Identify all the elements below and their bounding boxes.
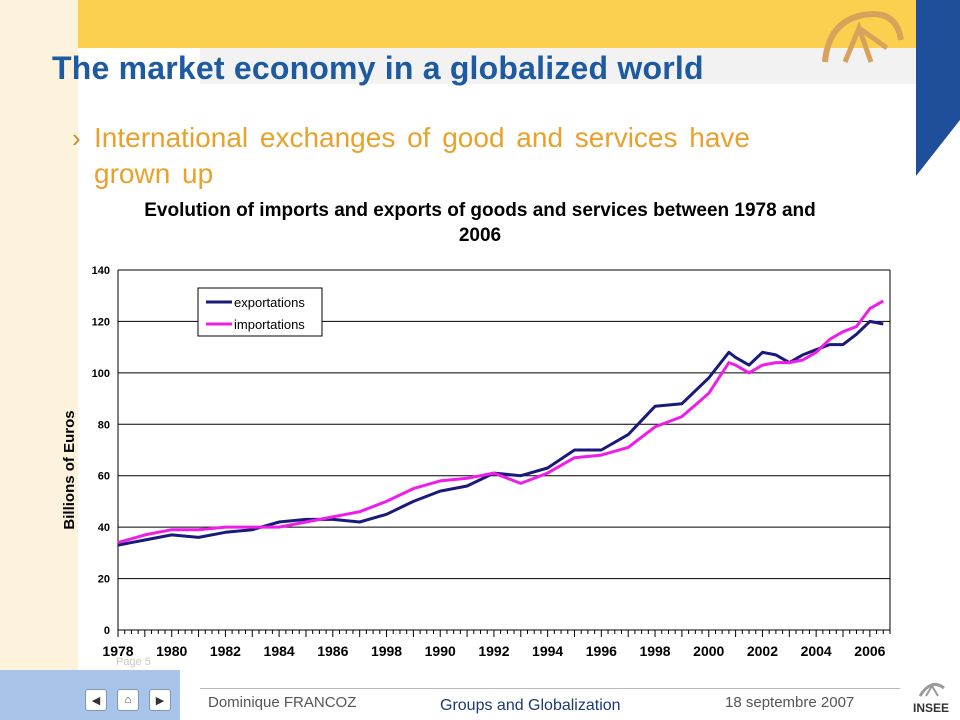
y-axis-label: Billions of Euros <box>61 410 78 529</box>
x-tick-label: 2004 <box>801 643 832 659</box>
bullet-text: International exchanges of good and serv… <box>94 122 750 189</box>
footer-title: Groups and Globalization <box>440 697 621 714</box>
footer-divider <box>200 688 900 689</box>
x-tick-label: 2002 <box>747 643 778 659</box>
x-tick-label: 1980 <box>156 643 187 659</box>
insee-logo: INSEE <box>913 682 949 715</box>
footer-date: 18 septembre 2007 <box>725 694 855 711</box>
x-tick-label: 2006 <box>854 643 885 659</box>
y-tick-label: 40 <box>98 522 110 534</box>
insee-logo-text: INSEE <box>913 701 949 715</box>
footer-author: Dominique FRANCOZ <box>208 694 357 711</box>
page-number: Page 5 <box>116 656 151 668</box>
x-tick-label: 1992 <box>478 643 509 659</box>
home-button[interactable]: ⌂ <box>117 689 139 711</box>
chart-title: Evolution of imports and exports of good… <box>144 200 816 246</box>
y-tick-label: 80 <box>98 419 110 431</box>
x-tick-label: 1982 <box>210 643 241 659</box>
top-decor-band <box>78 0 916 48</box>
x-tick-label: 1996 <box>586 643 617 659</box>
y-tick-label: 100 <box>92 368 110 380</box>
right-decor-notch <box>916 120 960 176</box>
y-tick-label: 20 <box>98 574 110 586</box>
slide-title: The market economy in a globalized world <box>52 50 704 86</box>
series-line-importations <box>117 299 885 545</box>
legend-label: importations <box>234 317 305 332</box>
bullet-marker: › <box>72 123 81 153</box>
chevron-left-icon: ◀ <box>91 694 101 707</box>
y-tick-label: 60 <box>98 471 110 483</box>
x-tick-label: 1994 <box>532 643 563 659</box>
x-tick-label: 1978 <box>102 643 133 659</box>
y-tick-label: 140 <box>92 265 110 277</box>
title-decor-band <box>200 48 916 84</box>
series-line-exportations <box>117 319 884 547</box>
chevron-right-icon: ▶ <box>155 694 165 707</box>
x-tick-label: 1998 <box>371 643 402 659</box>
x-tick-label: 2000 <box>693 643 724 659</box>
home-icon: ⌂ <box>124 694 132 706</box>
x-tick-label: 1986 <box>317 643 348 659</box>
x-tick-label: 1998 <box>639 643 670 659</box>
y-tick-label: 0 <box>104 625 110 637</box>
chart-legend <box>197 287 323 337</box>
legend-label: exportations <box>234 295 305 310</box>
x-tick-label: 1984 <box>264 643 295 659</box>
arch-logo-icon <box>822 10 904 63</box>
y-tick-label: 120 <box>92 316 110 328</box>
x-tick-label: 1990 <box>425 643 456 659</box>
left-decor-band <box>0 0 78 670</box>
next-slide-button[interactable]: ▶ <box>149 689 171 711</box>
prev-slide-button[interactable]: ◀ <box>85 689 107 711</box>
